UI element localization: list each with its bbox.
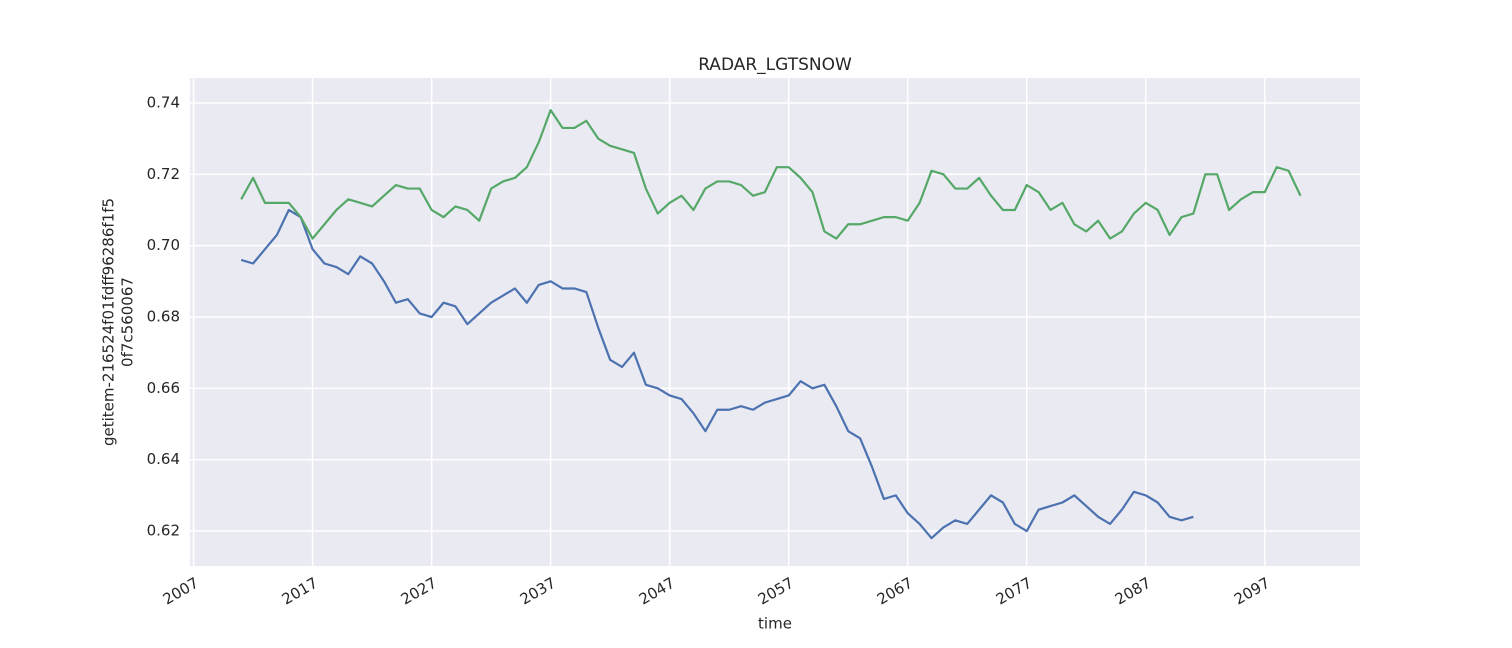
- x-tick-label: 2067: [874, 574, 916, 609]
- x-tick-label: 2097: [1231, 574, 1273, 609]
- plot-area: [190, 78, 1360, 566]
- x-tick-label: 2007: [160, 574, 202, 609]
- chart-title: RADAR_LGTSNOW: [698, 55, 852, 75]
- y-tick-label: 0.72: [147, 165, 180, 183]
- y-tick-label: 0.70: [147, 236, 180, 254]
- x-tick-label: 2037: [517, 574, 559, 609]
- x-tick-label: 2077: [993, 574, 1035, 609]
- x-tick-label: 2017: [279, 574, 321, 609]
- y-tick-label: 0.66: [147, 379, 180, 397]
- x-tick-label: 2057: [755, 574, 797, 609]
- y-tick-label: 0.64: [147, 450, 180, 468]
- y-axis-label: getitem-216524f01fdff96286f1f5: [100, 198, 118, 446]
- x-tick-label: 2087: [1112, 574, 1154, 609]
- y-axis-label: 0f7c560067: [119, 277, 137, 367]
- x-tick-label: 2047: [636, 574, 678, 609]
- x-axis-label: time: [758, 615, 792, 633]
- x-tick-label: 2027: [398, 574, 440, 609]
- y-tick-label: 0.68: [147, 308, 180, 326]
- y-tick-label: 0.74: [147, 93, 180, 111]
- data-line: [240, 109, 1302, 240]
- data-line: [240, 208, 1194, 540]
- y-tick-label: 0.62: [147, 522, 180, 540]
